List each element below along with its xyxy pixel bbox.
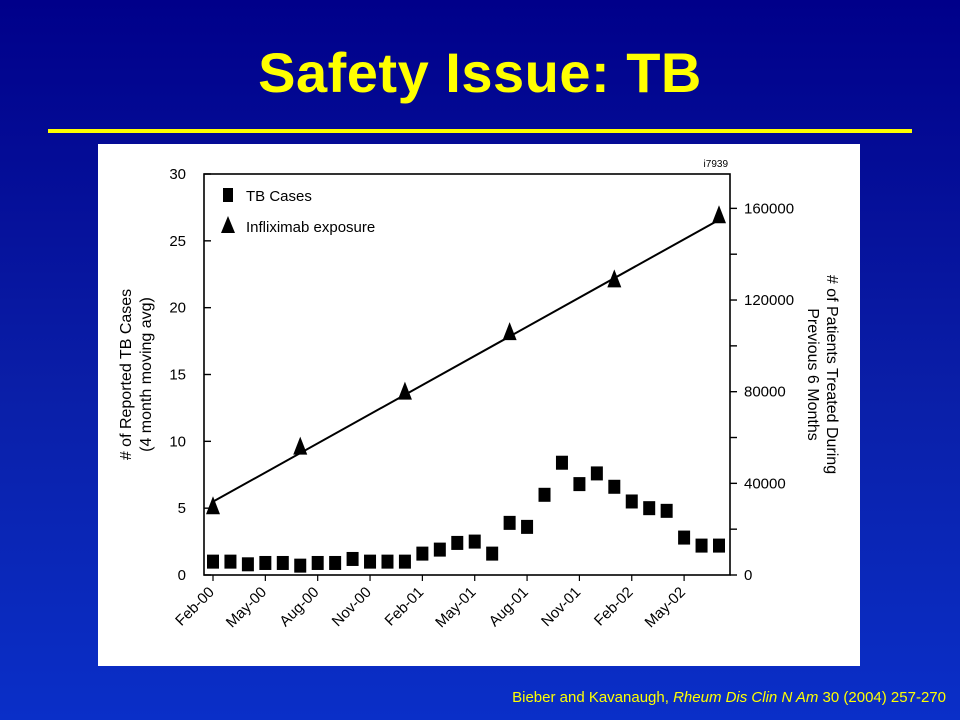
infliximab-exposure-point [502, 322, 517, 341]
tb-case-point [259, 555, 272, 570]
legend-infliximab: Infliximab exposure [246, 219, 375, 236]
tb-case-point [207, 554, 219, 569]
left-tick-label: 5 [178, 500, 186, 517]
citation-authors: Bieber and Kavanaugh, [512, 689, 674, 706]
x-tick-label: May-02 [642, 584, 689, 631]
infliximab-exposure-point [607, 269, 622, 288]
tb-case-point [224, 554, 237, 569]
tb-case-point [433, 542, 446, 557]
tb-case-point [660, 503, 673, 518]
tb-case-point [381, 554, 394, 569]
infliximab-exposure-point [206, 496, 220, 515]
figure-id: i7939 [704, 159, 729, 170]
citation-details: 30 (2004) 257-270 [818, 689, 946, 706]
tb-case-point [451, 535, 464, 550]
legend-tb-cases: TB Cases [246, 188, 312, 205]
x-tick-label: Feb-02 [591, 584, 637, 630]
tb-case-point [329, 555, 342, 570]
left-tick-label: 20 [169, 300, 186, 317]
tb-case-point [416, 546, 429, 561]
x-tick-label: Aug-00 [276, 584, 322, 630]
left-axis-title-line1: # of Reported TB Cases [118, 289, 135, 460]
right-tick-label: 80000 [744, 384, 786, 401]
tb-case-point [521, 519, 534, 534]
tb-case-point [276, 555, 289, 570]
title-divider [48, 129, 912, 133]
right-tick-label: 120000 [744, 292, 794, 309]
x-tick-label: May-00 [223, 584, 270, 631]
tb-case-point [625, 494, 638, 509]
tb-case-point [538, 487, 551, 502]
tb-case-point [590, 466, 603, 481]
x-tick-label: Feb-00 [172, 584, 218, 630]
right-axis-title-line1: # of Patients Treated During [823, 275, 840, 474]
tb-case-point [678, 530, 691, 545]
infliximab-trend-line [212, 218, 720, 503]
tb-case-point [486, 546, 499, 561]
left-tick-label: 10 [169, 433, 186, 450]
x-tick-label: Feb-01 [382, 584, 428, 630]
tb-case-point [608, 479, 621, 494]
right-axis-title-line2: Previous 6 Months [804, 308, 821, 441]
tb-case-point [468, 534, 481, 549]
tb-infliximab-chart: i7939 0 5 10 15 20 25 30 0 40000 80000 120000 1600… [118, 159, 840, 631]
left-tick-label: 15 [169, 367, 186, 384]
infliximab-exposure-point [712, 205, 726, 224]
right-tick-label: 160000 [744, 200, 794, 217]
tb-case-point [294, 558, 307, 573]
tb-case-point [364, 554, 377, 569]
tb-case-point [713, 538, 725, 553]
tb-case-point [695, 538, 708, 553]
legend-triangle-marker [221, 216, 235, 233]
left-tick-label: 30 [169, 166, 186, 183]
left-tick-label: 0 [178, 567, 186, 584]
infliximab-exposure-point [397, 381, 412, 400]
tb-case-point [311, 555, 324, 570]
x-tick-label: Nov-00 [329, 584, 375, 630]
left-tick-label: 25 [169, 233, 186, 250]
x-tick-label: May-01 [432, 584, 479, 631]
left-axis-title-line2: (4 month moving avg) [138, 297, 155, 452]
slide-title: Safety Issue: TB [258, 41, 702, 104]
tb-case-point [241, 557, 254, 572]
tb-case-point [398, 554, 411, 569]
citation: Bieber and Kavanaugh, Rheum Dis Clin N A… [0, 689, 946, 706]
infliximab-exposure-point [293, 436, 308, 455]
chart-panel: i7939 0 5 10 15 20 25 30 0 40000 80000 120000 1600… [98, 144, 860, 666]
tb-case-point [555, 455, 568, 470]
legend-square-marker [223, 188, 233, 202]
tb-case-point [643, 501, 656, 516]
x-tick-label: Aug-01 [486, 584, 532, 630]
right-tick-label: 0 [744, 567, 752, 584]
x-tick-label: Nov-01 [538, 584, 584, 630]
right-tick-label: 40000 [744, 475, 786, 492]
tb-case-point [573, 477, 586, 492]
tb-case-point [503, 515, 516, 530]
tb-case-point [346, 551, 359, 566]
citation-journal: Rheum Dis Clin N Am [673, 689, 819, 706]
